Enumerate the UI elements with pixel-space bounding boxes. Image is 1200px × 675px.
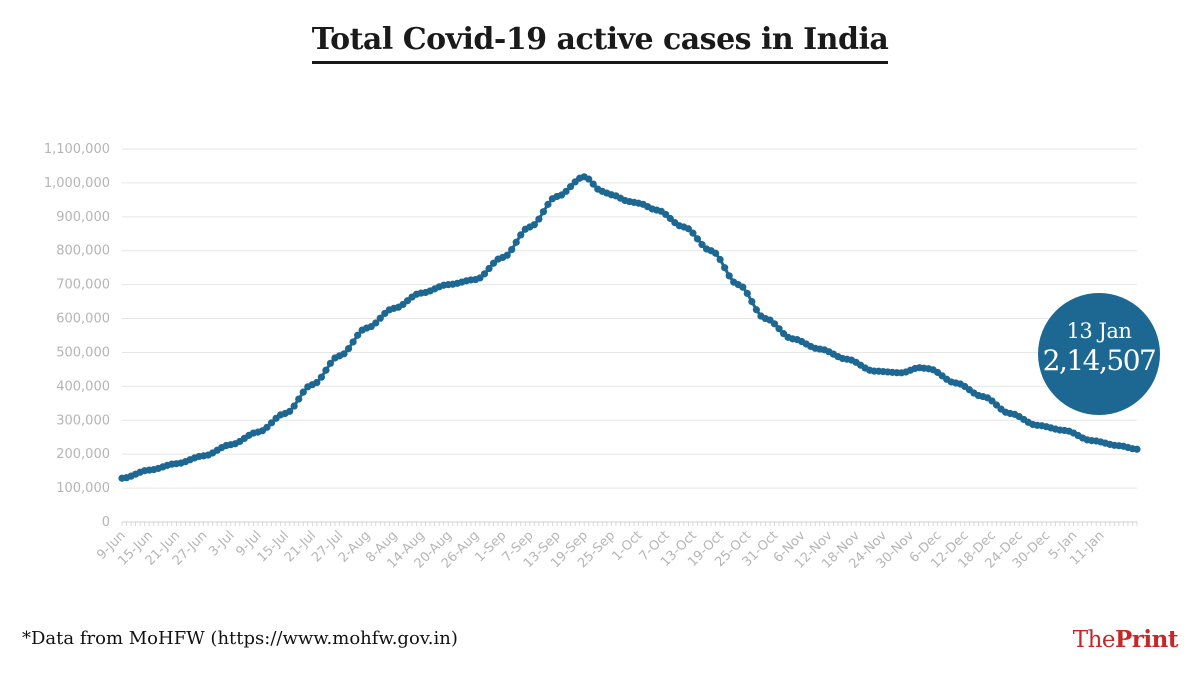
data-point [512,238,520,246]
data-point [775,325,783,333]
data-point [748,297,756,306]
data-point [698,240,706,249]
callout-date: 13 Jan [1066,319,1132,343]
data-point [340,350,348,358]
y-tick-label: 800,000 [56,244,110,259]
data-point [585,175,593,183]
brand-logo-part1: The [1072,627,1116,653]
data-point [263,423,271,431]
chart-title-wrap: Total Covid-19 active cases in India [0,22,1200,64]
y-tick-label: 0 [102,515,110,530]
data-point [544,200,552,208]
data-point [344,345,353,353]
data-point [286,407,294,415]
data-point [372,319,380,327]
data-point [508,246,516,254]
data-point [535,215,543,223]
brand-logo-part2: Print [1115,626,1179,653]
latest-value-callout: 13 Jan 2,14,507 [1038,293,1160,415]
data-point [1133,445,1141,453]
data-point [752,306,760,314]
data-point [376,314,384,322]
data-point [562,187,570,195]
data-point [589,180,597,188]
x-tick-label: 3-Jul [206,528,237,559]
series-line-active-cases [121,175,1138,480]
data-point [684,225,693,233]
data-point [725,272,733,280]
y-tick-label: 300,000 [56,413,110,428]
data-point [739,283,747,291]
data-point [539,208,548,216]
data-point [711,249,720,257]
data-point [313,378,321,387]
data-point [743,289,751,298]
data-point [693,235,702,243]
data-point [290,402,298,410]
y-tick-label: 600,000 [56,312,110,327]
data-point [716,255,724,264]
data-point [326,359,335,367]
data-point [770,320,779,328]
y-tick-label: 200,000 [56,447,110,462]
data-point [485,264,493,273]
y-tick-label: 100,000 [56,481,110,496]
data-point [689,229,697,237]
y-tick-label: 500,000 [56,345,110,360]
data-point [721,264,729,272]
data-point [322,366,330,374]
data-point [517,231,525,239]
data-point [299,388,307,396]
y-tick-label: 900,000 [56,210,110,225]
callout-value: 2,14,507 [1042,344,1157,377]
data-point [480,270,489,278]
source-footnote: *Data from MoHFW (https://www.mohfw.gov.… [22,628,458,649]
data-point [566,183,575,191]
y-tick-label: 700,000 [56,278,110,293]
data-point [317,373,325,381]
data-point [295,395,303,403]
y-tick-label: 400,000 [56,379,110,394]
data-point [349,338,357,346]
y-tick-label: 1,100,000 [44,142,110,157]
x-tick-label: 1-Oct [609,528,645,564]
y-tick-label: 1,000,000 [44,176,110,191]
brand-logo: ThePrint [1072,626,1179,653]
data-point [354,331,362,339]
data-point [267,419,276,427]
data-point [503,251,511,259]
chart-title: Total Covid-19 active cases in India [311,22,889,64]
data-point [530,221,538,229]
